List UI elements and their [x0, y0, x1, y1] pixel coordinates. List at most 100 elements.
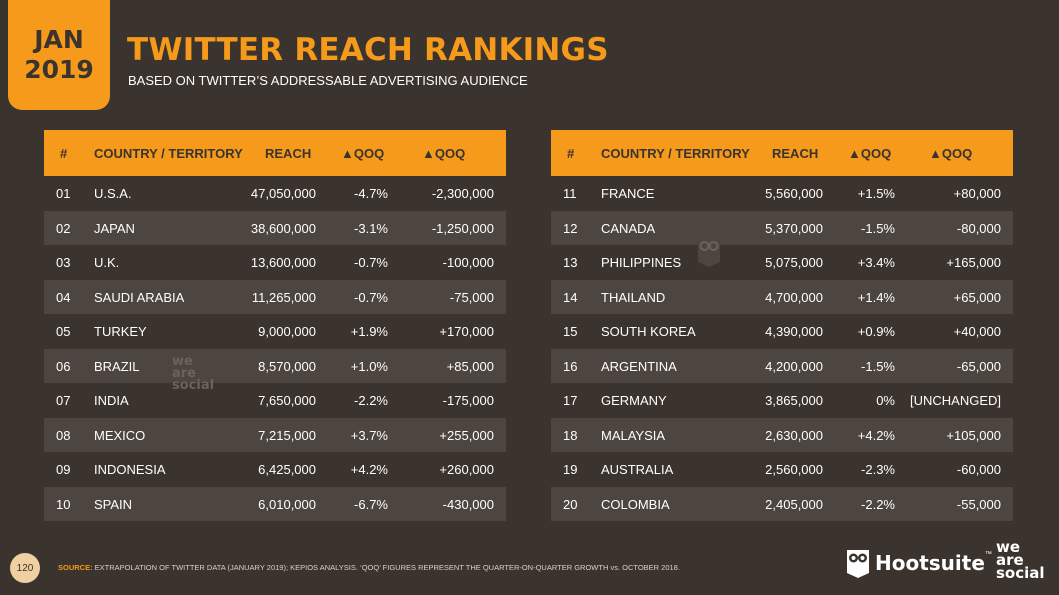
- reach-cell: 11,265,000: [251, 289, 316, 305]
- rank-cell: 08: [56, 427, 71, 443]
- qoq-abs-cell: +80,000: [953, 186, 1001, 201]
- reach-cell: 8,570,000: [258, 358, 316, 374]
- table-row: 10 SPAIN 6,010,000 -6.7% -430,000: [44, 486, 506, 521]
- country-cell: SPAIN: [94, 496, 133, 512]
- country-cell: PHILIPPINES: [601, 255, 682, 270]
- qoq-pct-cell: -2.3%: [861, 462, 895, 477]
- rankings-table-left: # COUNTRY / TERRITORY REACH ▲QOQ ▲QOQ 01…: [44, 130, 506, 521]
- we-are-social-watermark: we are social: [172, 354, 214, 392]
- country-cell: BRAZIL: [94, 358, 140, 374]
- country-cell: INDIA: [94, 393, 129, 408]
- header-country: COUNTRY / TERRITORY: [601, 146, 750, 161]
- rank-cell: 13: [563, 255, 578, 270]
- rankings-table-right: # COUNTRY / TERRITORY REACH ▲QOQ ▲QOQ 11…: [551, 130, 1013, 521]
- reach-cell: 4,200,000: [765, 358, 823, 374]
- logo-line-3: social: [996, 564, 1045, 582]
- qoq-pct-cell: +4.2%: [350, 462, 388, 477]
- table-header: # COUNTRY / TERRITORY REACH ▲QOQ ▲QOQ: [44, 130, 506, 176]
- reach-cell: 5,560,000: [765, 186, 823, 201]
- country-cell: JAPAN: [94, 220, 135, 236]
- page-number: 120: [10, 553, 40, 583]
- reach-cell: 2,630,000: [765, 427, 823, 443]
- table-row: 13 PHILIPPINES 5,075,000 +3.4% +165,000: [551, 245, 1013, 280]
- qoq-pct-cell: -2.2%: [354, 393, 388, 408]
- owl-watermark-icon: [696, 234, 722, 273]
- rank-cell: 06: [56, 358, 71, 374]
- table-row: 11 FRANCE 5,560,000 +1.5% +80,000: [551, 176, 1013, 211]
- country-cell: INDONESIA: [94, 462, 166, 477]
- reach-cell: 47,050,000: [250, 186, 316, 201]
- table-row: 07 INDIA 7,650,000 -2.2% -175,000: [44, 383, 506, 418]
- header-reach: REACH: [772, 146, 819, 161]
- reach-cell: 6,425,000: [258, 462, 316, 477]
- badge-year: 2019: [24, 55, 94, 84]
- reach-cell: 2,405,000: [765, 496, 823, 512]
- qoq-abs-cell: +65,000: [953, 289, 1001, 305]
- qoq-abs-cell: -55,000: [956, 496, 1001, 512]
- logo-line-2: are: [996, 551, 1024, 569]
- rank-cell: 09: [56, 462, 71, 477]
- qoq-abs-cell: -2,300,000: [431, 186, 494, 201]
- hootsuite-wordmark: Hootsuite: [875, 551, 985, 575]
- reach-cell: 9,000,000: [258, 324, 316, 339]
- qoq-pct-cell: -1.5%: [861, 358, 895, 374]
- table-row: 03 U.K. 13,600,000 -0.7% -100,000: [44, 245, 506, 280]
- country-cell: AUSTRALIA: [601, 462, 674, 477]
- header-country: COUNTRY / TERRITORY: [94, 146, 243, 161]
- reach-cell: 13,600,000: [250, 255, 316, 270]
- qoq-pct-cell: -0.7%: [354, 289, 388, 305]
- qoq-pct-cell: -3.1%: [354, 220, 388, 236]
- hootsuite-owl-icon: [847, 550, 869, 578]
- qoq-pct-cell: +1.4%: [857, 289, 895, 305]
- qoq-abs-cell: -65,000: [956, 358, 1001, 374]
- country-cell: CANADA: [601, 220, 656, 236]
- header-qoq-abs: ▲QOQ: [929, 146, 973, 161]
- reach-cell: 38,600,000: [250, 220, 316, 236]
- qoq-pct-cell: +0.9%: [857, 324, 895, 339]
- reach-cell: 5,370,000: [765, 220, 823, 236]
- qoq-pct-cell: +1.5%: [857, 186, 895, 201]
- rank-cell: 02: [56, 220, 71, 236]
- table-row: 05 TURKEY 9,000,000 +1.9% +170,000: [44, 314, 506, 349]
- country-cell: COLOMBIA: [601, 496, 670, 512]
- qoq-abs-cell: -100,000: [442, 255, 494, 270]
- table-row: 18 MALAYSIA 2,630,000 +4.2% +105,000: [551, 417, 1013, 452]
- qoq-pct-cell: +4.2%: [857, 427, 895, 443]
- hootsuite-trademark: ™: [984, 551, 992, 558]
- table-row: 02 JAPAN 38,600,000 -3.1% -1,250,000: [44, 210, 506, 245]
- table-row: 17 GERMANY 3,865,000 0% [UNCHANGED]: [551, 383, 1013, 418]
- country-cell: SOUTH KOREA: [601, 324, 696, 339]
- qoq-abs-cell: +40,000: [953, 324, 1001, 339]
- qoq-abs-cell: +260,000: [439, 462, 494, 477]
- qoq-abs-cell: +85,000: [446, 358, 494, 374]
- watermark-line-2: are: [172, 366, 197, 381]
- qoq-abs-cell: -175,000: [442, 393, 494, 408]
- country-cell: FRANCE: [601, 186, 655, 201]
- country-cell: U.K.: [94, 255, 120, 270]
- reach-cell: 5,075,000: [765, 255, 823, 270]
- rank-cell: 04: [56, 289, 71, 305]
- table-row: 04 SAUDI ARABIA 11,265,000 -0.7% -75,000: [44, 279, 506, 314]
- reach-cell: 4,390,000: [765, 324, 823, 339]
- hootsuite-logo: Hootsuite ™: [845, 547, 992, 579]
- qoq-abs-cell: +105,000: [946, 427, 1001, 443]
- rank-cell: 05: [56, 324, 71, 339]
- badge-month: JAN: [34, 25, 84, 54]
- qoq-pct-cell: 0%: [876, 393, 895, 408]
- country-cell: SAUDI ARABIA: [94, 289, 185, 305]
- qoq-abs-cell: [UNCHANGED]: [909, 393, 1001, 408]
- watermark-line-1: we: [172, 354, 193, 369]
- qoq-pct-cell: +1.0%: [350, 358, 388, 374]
- rank-cell: 03: [56, 255, 71, 270]
- country-cell: MALAYSIA: [601, 427, 666, 443]
- rank-cell: 19: [563, 462, 578, 477]
- country-cell: TURKEY: [94, 324, 147, 339]
- country-cell: GERMANY: [601, 393, 667, 408]
- rank-cell: 12: [563, 220, 578, 236]
- qoq-abs-cell: -75,000: [449, 289, 494, 305]
- table-row: 16 ARGENTINA 4,200,000 -1.5% -65,000: [551, 348, 1013, 383]
- qoq-abs-cell: +170,000: [439, 324, 494, 339]
- qoq-pct-cell: -0.7%: [354, 255, 388, 270]
- qoq-pct-cell: +1.9%: [350, 324, 388, 339]
- table-row: 12 CANADA 5,370,000 -1.5% -80,000: [551, 210, 1013, 245]
